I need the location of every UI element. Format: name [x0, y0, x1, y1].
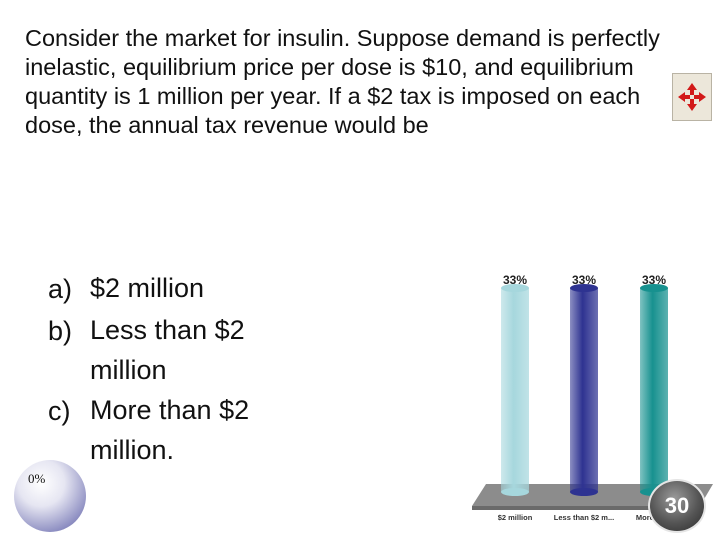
- move-arrows-glyph: [678, 83, 706, 111]
- category-label-2: More...: [636, 513, 660, 522]
- bar-base-0: [501, 488, 529, 496]
- answer-option-a[interactable]: a) $2 million: [48, 268, 308, 310]
- category-label-0: $2 million: [498, 513, 533, 522]
- bar-data-label-1: 33%: [572, 273, 596, 287]
- countdown-timer: 30: [648, 479, 706, 533]
- answer-text: $2 million: [90, 273, 205, 303]
- question-text: Consider the market for insulin. Suppose…: [25, 25, 660, 138]
- bar-2: [640, 288, 668, 492]
- response-percent-ball: [14, 460, 86, 532]
- answer-letter: c): [48, 396, 71, 426]
- move-arrows-icon[interactable]: [672, 73, 712, 121]
- bar-1: [570, 288, 598, 492]
- answer-option-b[interactable]: b) Less than $2 million: [48, 310, 308, 390]
- answer-option-c[interactable]: c) More than $2 million.: [48, 390, 308, 470]
- bar-data-label-0: 33%: [503, 273, 527, 287]
- bar-top-1: [570, 284, 598, 292]
- bar-top-2: [640, 284, 668, 292]
- answer-letter: a): [48, 274, 73, 304]
- chart-floor-edge: [472, 506, 700, 510]
- answer-text: Less than $2 million: [90, 315, 245, 385]
- response-bar-chart: 33% $2 million 33% Less than $2 m... 33% More…: [472, 273, 713, 522]
- category-label-1: Less than $2 m...: [554, 513, 614, 522]
- bar-data-label-2: 33%: [642, 273, 666, 287]
- bar-0: [501, 288, 529, 492]
- bar-base-1: [570, 488, 598, 496]
- answer-text: More than $2 million.: [90, 395, 250, 465]
- bar-top-0: [501, 284, 529, 292]
- response-percent-label: 0%: [28, 471, 46, 486]
- answer-list: a) $2 million b) Less than $2 million c)…: [48, 268, 308, 470]
- answer-letter: b): [48, 316, 73, 346]
